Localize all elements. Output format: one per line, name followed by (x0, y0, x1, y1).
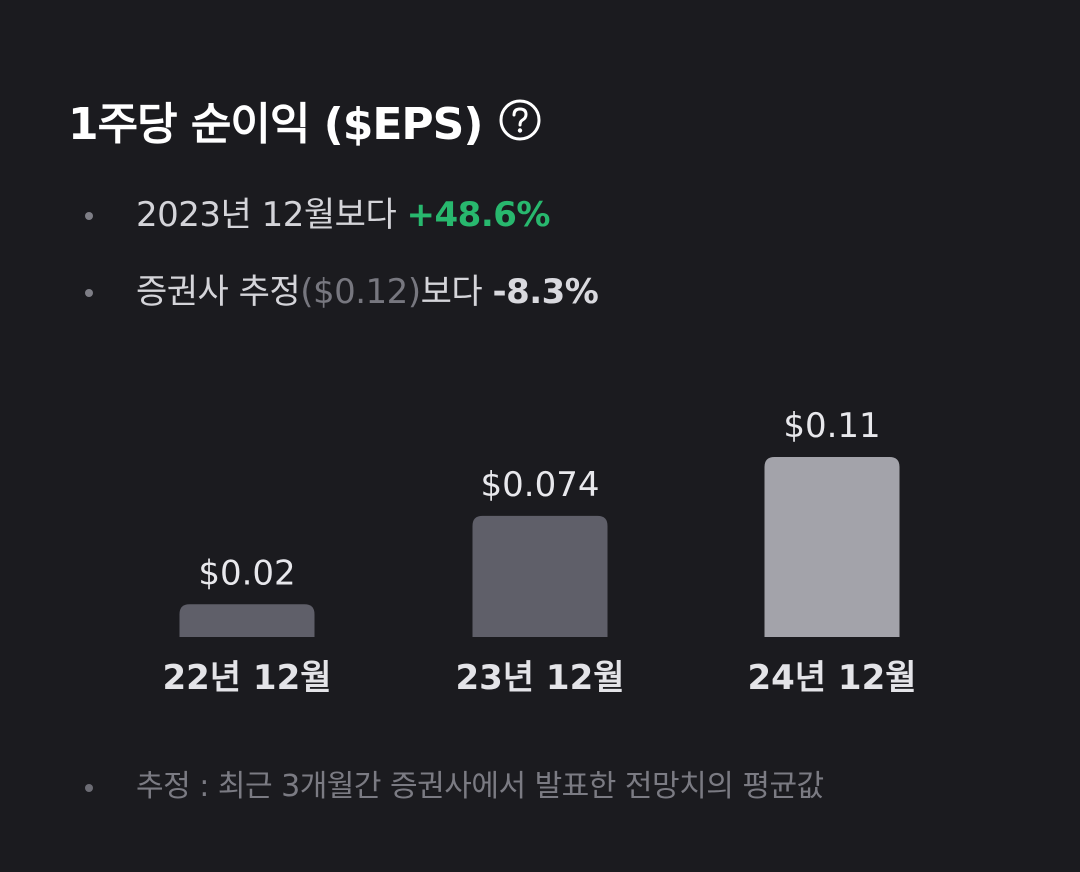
yoy-change-label: 2023년 12월보다 (136, 195, 407, 235)
bar-value-label-0: $0.02 (198, 553, 295, 593)
estimate-label: 증권사 추정 (136, 272, 301, 312)
summary-list: 2023년 12월보다 +48.6% 증권사 추정($0.12)보다 -8.3% (80, 190, 599, 344)
estimate-value: ($0.12) (300, 272, 421, 312)
bar-value-label-2: $0.11 (783, 406, 880, 446)
yoy-change-value: +48.6% (406, 195, 551, 235)
page-title: 1주당 순이익 ($EPS) (68, 99, 483, 150)
yoy-change-item: 2023년 12월보다 +48.6% (80, 190, 598, 240)
bar-0 (179, 604, 315, 637)
category-label-1: 23년 12월 (455, 658, 624, 698)
title-row: 1주당 순이익 ($EPS) (68, 88, 542, 152)
eps-bar-chart: $0.02 22년 12월 $0.074 23년 12월 $0.11 24년 12월 (162, 406, 916, 698)
estimate-diff-item: 증권사 추정($0.12)보다 -8.3% (80, 267, 599, 317)
category-label-0: 22년 12월 (162, 658, 331, 698)
category-label-2: 24년 12월 (747, 658, 916, 698)
bar-value-label-1: $0.074 (481, 465, 600, 505)
bar-2 (764, 457, 900, 637)
footnote: 추정 : 최근 3개월간 증권사에서 발표한 전망치의 평균값 (80, 762, 824, 812)
question-circle-icon[interactable] (498, 98, 542, 142)
bar-1 (472, 515, 608, 637)
estimate-suffix: 보다 (420, 272, 493, 312)
estimate-diff-value: -8.3% (492, 272, 599, 312)
